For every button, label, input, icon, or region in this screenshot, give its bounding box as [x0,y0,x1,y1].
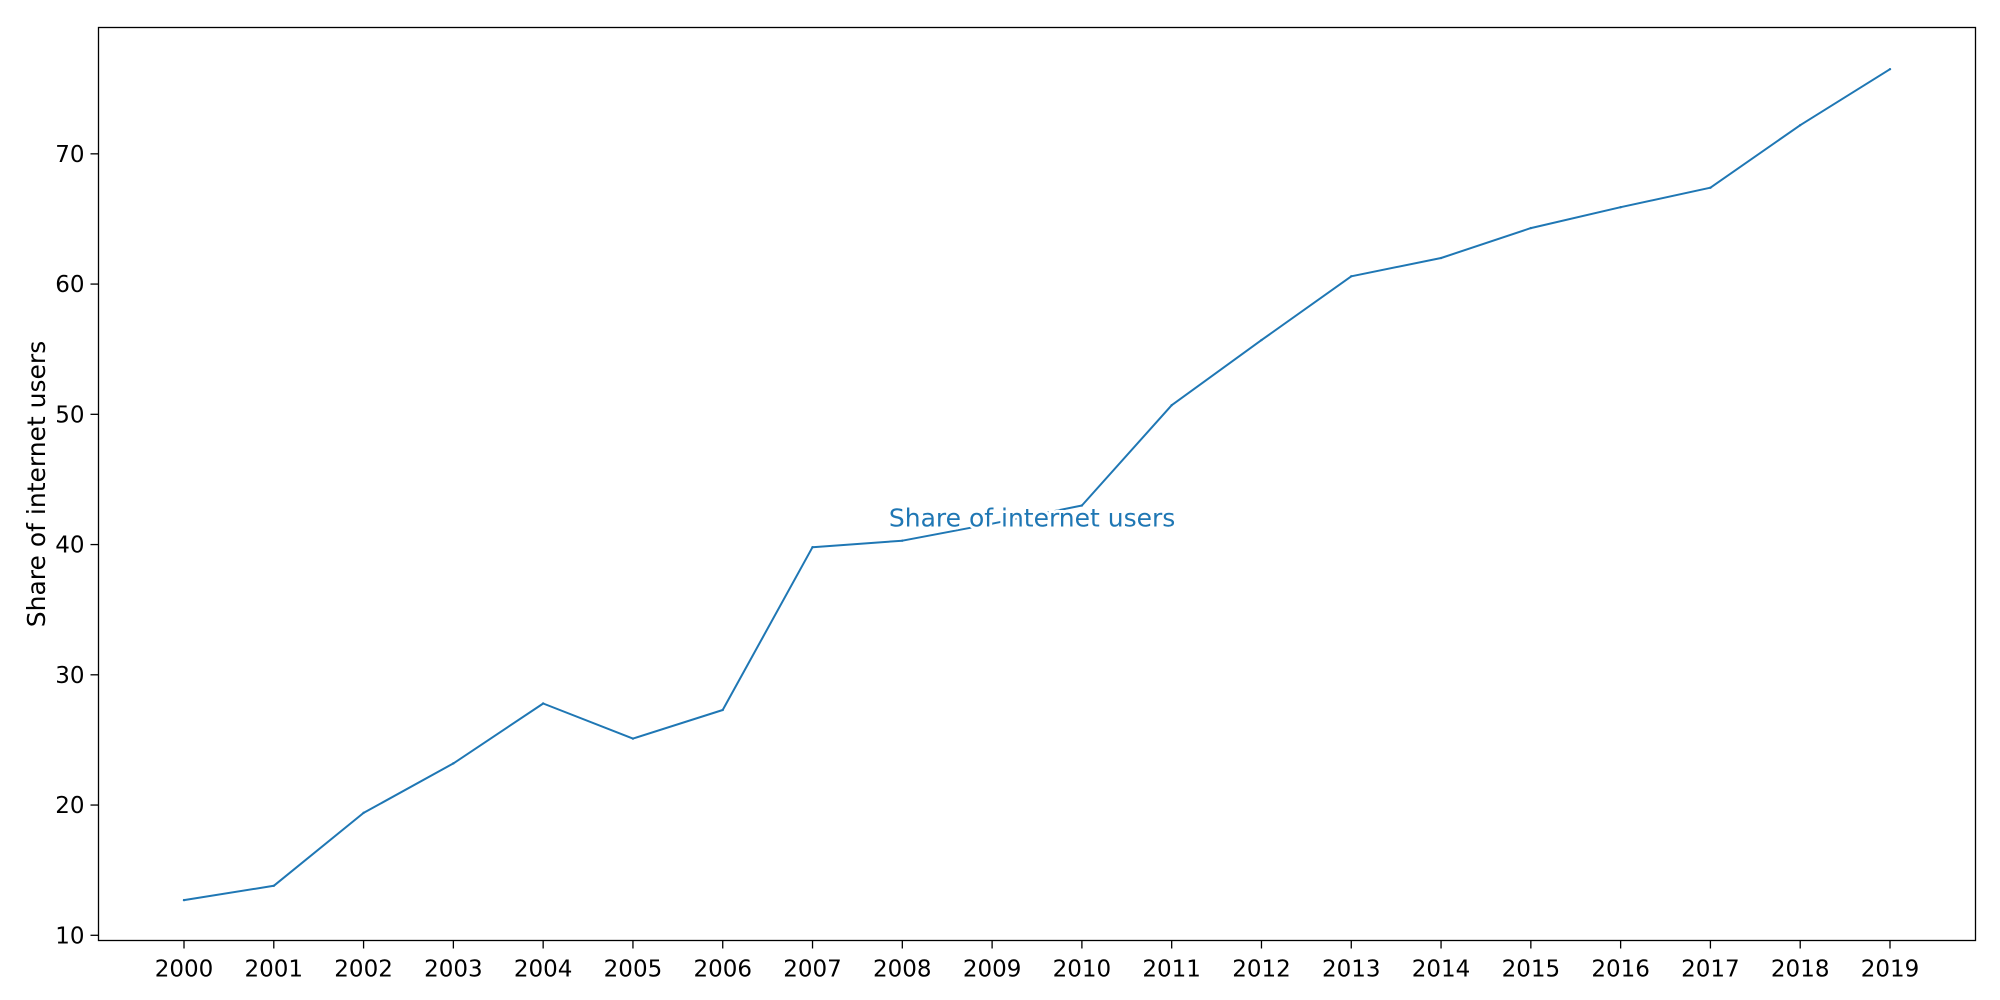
x-tick-label: 2016 [1591,957,1650,983]
x-tick-label: 2008 [873,957,932,983]
series-line [183,68,1891,902]
plot-area-frame [97,26,1977,942]
data-point [452,762,455,765]
series-layer [182,67,1892,902]
y-tick-label: 70 [55,142,84,168]
x-axis: 2000 2001 2002 2003 2004 2005 2006 2007 2008 2009… [155,940,1920,983]
y-tick-label: 60 [55,272,84,298]
data-point [1350,275,1353,278]
data-point [1888,67,1892,71]
x-tick-label: 2002 [334,957,393,983]
data-point [1619,206,1622,209]
x-tick-label: 2003 [424,957,483,983]
data-point [182,898,186,902]
data-point [541,702,545,705]
x-tick-label: 2004 [514,957,573,983]
y-tick-label: 20 [55,793,84,819]
data-point [811,545,814,549]
data-point [901,539,904,542]
x-tick-label: 2013 [1322,957,1381,983]
y-tick-label: 30 [55,663,84,689]
y-tick-label: 50 [55,402,84,428]
x-tick-label: 2015 [1502,957,1561,983]
data-point [1170,404,1173,407]
data-point [1439,256,1443,260]
x-tick-label: 2006 [693,957,752,983]
data-point [1260,338,1263,342]
data-point [631,737,635,740]
x-tick-label: 2018 [1771,957,1830,983]
data-point [1529,226,1533,230]
data-point [1080,504,1084,507]
data-point [362,811,365,815]
y-tick-label: 10 [55,923,84,949]
y-tick-label: 40 [55,533,84,559]
data-point [272,884,275,887]
series-annotation: Share of internet users [889,504,1175,533]
x-tick-label: 2010 [1053,957,1112,983]
x-tick-label: 2009 [963,957,1022,983]
data-point [990,522,994,525]
data-point [1709,186,1712,189]
annotation-layer: Share of internet users [886,501,1178,536]
data-point [1799,123,1802,127]
x-tick-label: 2011 [1142,957,1201,983]
x-tick-label: 2005 [604,957,663,983]
x-tick-label: 2019 [1861,957,1920,983]
x-tick-label: 2000 [155,957,214,983]
y-axis-label: Share of internet users [22,341,51,627]
x-tick-label: 2017 [1681,957,1740,983]
x-tick-label: 2007 [783,957,842,983]
x-tick-label: 2012 [1232,957,1291,983]
y-axis: 10 20 30 40 50 60 70 [55,142,99,949]
data-point [721,708,724,712]
x-tick-label: 2014 [1412,957,1471,983]
x-tick-label: 2001 [245,957,304,983]
